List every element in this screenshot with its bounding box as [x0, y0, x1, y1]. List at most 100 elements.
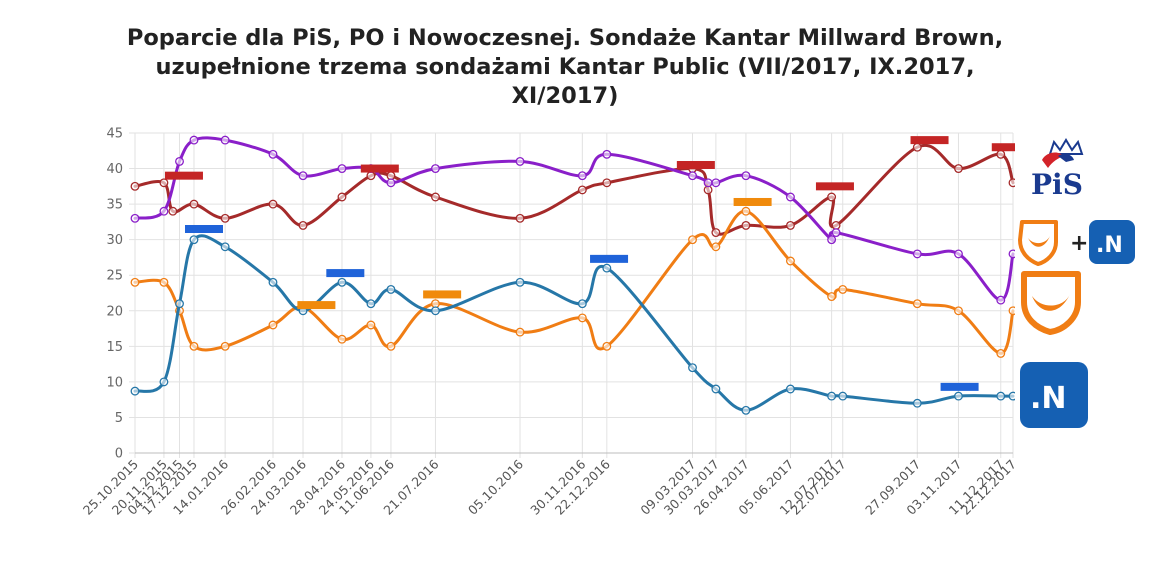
- chart-title-line-2: uzupełnione trzema sondażami Kantar Publ…: [155, 54, 975, 80]
- data-point-po: [741, 206, 751, 216]
- data-point-pis: [602, 178, 612, 188]
- data-point-po: [431, 299, 440, 309]
- data-point-nowoczesna: [386, 284, 396, 294]
- plus-sign: +: [1070, 231, 1088, 256]
- data-point-po_plus_n: [827, 235, 837, 245]
- kantar-public-markers: [164, 136, 1015, 391]
- y-tick-label: 40: [106, 162, 123, 177]
- y-tick-label: 15: [106, 340, 123, 355]
- data-point-po: [838, 284, 848, 294]
- data-point-nowoczesna: [337, 277, 347, 287]
- data-point-po_plus_n: [711, 178, 721, 188]
- data-point-nowoczesna: [838, 391, 848, 401]
- data-point-pis: [298, 220, 308, 230]
- kantar-marker-nowoczesna: [326, 269, 365, 278]
- data-point-po: [337, 334, 347, 344]
- data-point-po: [827, 292, 837, 302]
- data-point-nowoczesna: [366, 299, 376, 309]
- kantar-marker-pis: [991, 143, 1015, 152]
- y-tick-label: 30: [106, 233, 123, 248]
- series-pis: [130, 142, 1015, 238]
- data-point-pis: [130, 181, 140, 191]
- kantar-marker-nowoczesna: [940, 382, 979, 391]
- data-point-nowoczesna: [912, 398, 922, 408]
- pis-logo-icon: PiS: [1031, 138, 1084, 201]
- data-point-po_plus_n: [1008, 249, 1015, 259]
- data-point-po_plus_n: [831, 228, 841, 238]
- data-point-po_plus_n: [130, 213, 140, 223]
- data-point-pis: [827, 192, 837, 202]
- data-point-nowoczesna: [268, 277, 278, 287]
- po-plus-n-icon: + .N: [1018, 220, 1135, 266]
- data-point-po_plus_n: [703, 178, 713, 188]
- data-point-nowoczesna: [175, 299, 184, 309]
- data-point-pis: [431, 192, 440, 202]
- y-tick-label: 5: [115, 411, 123, 426]
- kantar-marker-nowoczesna: [184, 225, 223, 233]
- data-point-nowoczesna: [996, 391, 1006, 401]
- data-point-po_plus_n: [577, 171, 587, 181]
- data-point-pis: [831, 220, 841, 230]
- data-point-po: [688, 235, 697, 245]
- data-point-po: [602, 341, 612, 351]
- data-point-nowoczesna: [954, 391, 963, 401]
- data-point-po_plus_n: [954, 249, 963, 259]
- data-point-pis: [703, 185, 713, 195]
- data-point-po: [189, 341, 199, 351]
- data-point-nowoczesna: [785, 384, 795, 394]
- data-point-pis: [268, 199, 278, 209]
- data-point-po: [912, 299, 922, 309]
- data-point-nowoczesna: [431, 306, 440, 316]
- data-point-po_plus_n: [298, 171, 308, 181]
- data-point-nowoczesna: [159, 377, 169, 387]
- series-po_plus_n: [130, 135, 1015, 305]
- grid: 0 5 10 15 20 25 30 35 40 45: [106, 127, 1014, 462]
- data-point-pis: [741, 220, 751, 230]
- data-point-po_plus_n: [431, 164, 440, 174]
- data-point-po: [366, 320, 376, 330]
- data-point-po_plus_n: [189, 135, 199, 145]
- y-tick-label: 0: [115, 447, 123, 462]
- y-tick-label: 25: [106, 269, 123, 284]
- data-point-po_plus_n: [337, 164, 347, 174]
- data-point-pis: [189, 199, 199, 209]
- data-point-pis: [386, 171, 396, 181]
- data-point-po: [954, 306, 963, 316]
- data-point-nowoczesna: [189, 235, 199, 245]
- data-point-nowoczesna: [515, 277, 525, 287]
- data-point-nowoczesna: [711, 384, 721, 394]
- data-point-po_plus_n: [268, 149, 278, 159]
- data-point-po: [386, 341, 396, 351]
- data-point-po_plus_n: [688, 171, 697, 181]
- data-point-po: [785, 256, 795, 266]
- data-point-nowoczesna: [130, 386, 140, 396]
- data-point-pis: [711, 228, 721, 238]
- data-point-pis: [168, 206, 178, 216]
- n-badge-text: .N: [1030, 381, 1067, 416]
- series-line-pis: [133, 143, 1015, 236]
- kantar-marker-pis: [910, 136, 949, 145]
- kantar-marker-po: [733, 197, 772, 206]
- line-chart: 0 5 10 15 20 25 30 35 40 45 25.10.201520.11.201504…: [80, 127, 1015, 518]
- n-badge-small-text: .N: [1096, 233, 1123, 258]
- legend-po: [1018, 268, 1086, 336]
- x-tick-label: 05.10.2016: [465, 456, 526, 517]
- data-point-po: [220, 341, 230, 351]
- data-point-po_plus_n: [785, 192, 795, 202]
- data-point-nowoczesna: [741, 405, 751, 415]
- data-point-nowoczesna: [602, 263, 612, 273]
- kantar-marker-pis: [360, 164, 399, 173]
- data-point-pis: [337, 192, 347, 202]
- data-point-pis: [996, 149, 1006, 159]
- data-point-po_plus_n: [159, 206, 169, 216]
- series-line-nowoczesna: [133, 234, 1015, 412]
- kantar-marker-pis: [164, 171, 203, 180]
- data-point-po: [1008, 306, 1015, 316]
- data-point-po_plus_n: [741, 171, 751, 181]
- x-ticks: 25.10.201520.11.201504.12.201517.12.2015…: [80, 456, 1015, 517]
- data-point-po_plus_n: [220, 135, 230, 145]
- kantar-marker-pis: [815, 182, 854, 191]
- data-point-pis: [912, 142, 922, 152]
- kantar-marker-po: [423, 290, 462, 299]
- data-point-nowoczesna: [688, 363, 697, 373]
